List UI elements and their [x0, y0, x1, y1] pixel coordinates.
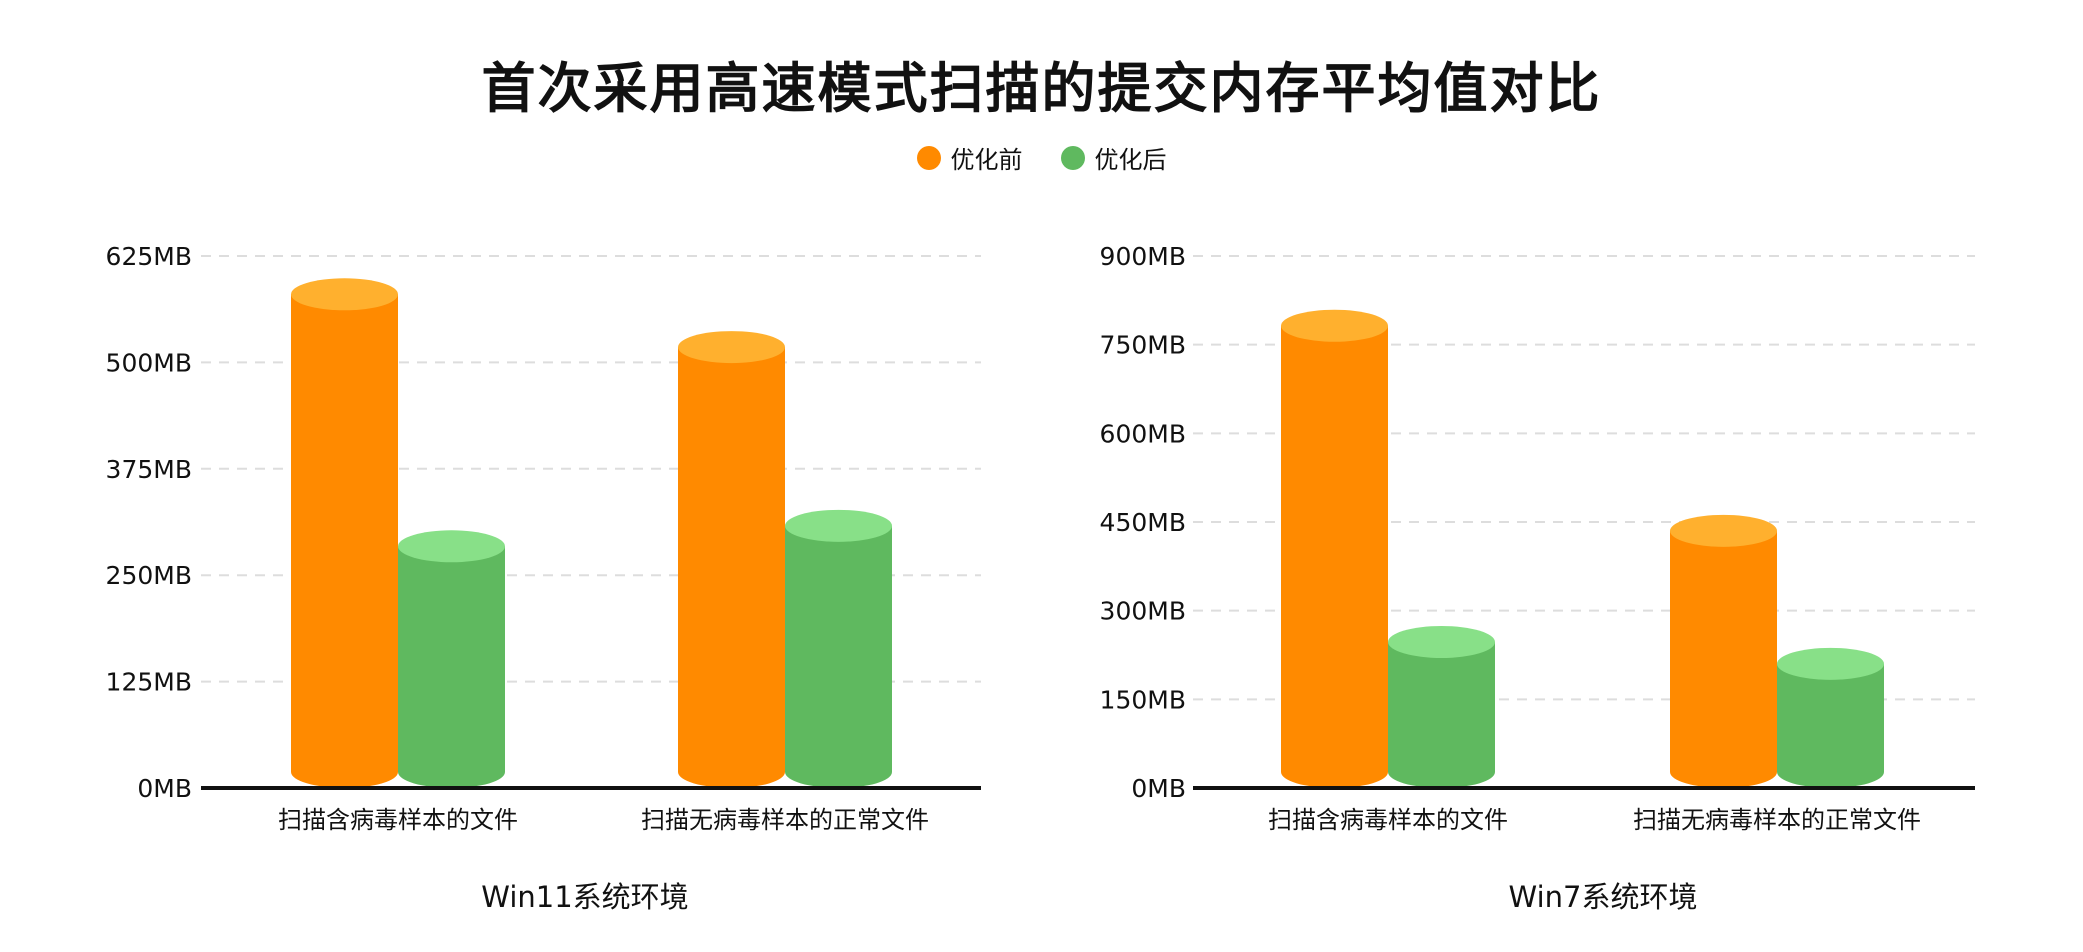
bar-after[interactable]: 优化后: 247MB	[1388, 625, 1495, 788]
legend-dot-green-icon	[1060, 145, 1085, 170]
x-category-label: 扫描无病毒样本的正常文件	[641, 806, 929, 834]
x-category-label: 扫描含病毒样本的文件	[1268, 806, 1508, 834]
chart-title: 首次采用高速模式扫描的提交内存平均值对比	[481, 57, 1602, 120]
bar-before[interactable]: 优化前: 435MB	[1670, 514, 1777, 788]
y-tick-label: 750MB	[1100, 331, 1186, 360]
legend: 优化前 优化后	[0, 140, 2083, 175]
legend-item-before[interactable]: 优化前	[916, 140, 1023, 175]
legend-label-after: 优化后	[1094, 146, 1167, 174]
bar-before[interactable]: 优化前: 782MB	[1281, 309, 1388, 788]
x-category-label: 扫描无病毒样本的正常文件	[1633, 806, 1921, 834]
chart-subtitle: Win7系统环境	[1509, 880, 1698, 914]
y-tick-label: 0MB	[1131, 774, 1186, 803]
bar-after[interactable]: 优化后: 210MB	[1777, 647, 1884, 788]
y-tick-label: 450MB	[1100, 508, 1186, 537]
y-tick-label: 300MB	[1100, 597, 1186, 626]
legend-label-before: 优化前	[950, 146, 1023, 174]
y-tick-label: 125MB	[106, 668, 192, 697]
chart-subtitle: Win11系统环境	[481, 880, 688, 914]
y-tick-label: 625MB	[106, 242, 192, 271]
chart-win7: 0MB 150MB 300MB 450MB 600MB 750MB 900MB 优化前: 78…	[1100, 242, 1975, 914]
y-tick-label: 375MB	[106, 455, 192, 484]
bar-before[interactable]: 优化前: 580MB	[291, 278, 398, 788]
bar-after[interactable]: 优化后: 284MB	[398, 530, 505, 788]
legend-item-after[interactable]: 优化后	[1060, 140, 1167, 175]
y-tick-label: 150MB	[1100, 685, 1186, 714]
y-tick-label: 500MB	[106, 348, 192, 377]
y-tick-label: 600MB	[1100, 419, 1186, 448]
y-tick-label: 900MB	[1100, 242, 1186, 271]
x-category-label: 扫描含病毒样本的文件	[278, 806, 518, 834]
y-tick-label: 250MB	[106, 561, 192, 590]
chart-win11: 0MB125MB250MB375MB500MB625MB优化前: 580MB优化…	[106, 242, 981, 914]
legend-dot-orange-icon	[916, 145, 941, 170]
bar-before[interactable]: 优化前: 518MB	[678, 331, 785, 788]
y-tick-label: 0MB	[137, 774, 192, 803]
bar-after[interactable]: 优化后: 308MB	[785, 509, 892, 788]
